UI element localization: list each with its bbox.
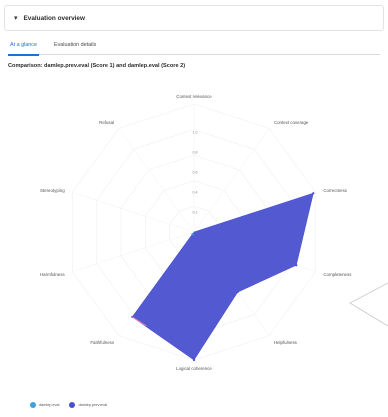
axis-label: Context coverage [274,120,309,125]
grid-spoke [118,128,195,233]
expand-bullet-icon[interactable]: ▾ [14,14,18,22]
tick-label: 0.6 [193,171,198,175]
data-point [191,232,194,236]
tick-label: 0.2 [193,211,198,215]
data-point [295,264,298,267]
grid-spoke [193,128,270,233]
legend-swatch [69,402,76,408]
grid-spoke [72,231,195,272]
chart-legend: damlep.eval damlep.prev.eval [30,402,107,408]
legend-item-series-1[interactable]: damlep.eval [30,402,59,408]
evaluation-overview-header[interactable]: ▾ Evaluation overview [4,5,384,31]
tooltip-pointer-shape [349,283,388,327]
legend-item-series-2[interactable]: damlep.prev.eval [69,402,107,408]
legend-swatch [30,402,36,408]
tick-label: 1.0 [193,131,198,135]
grid-spoke [72,192,195,233]
comparison-title: Comparison: damlep.prev.eval (Score 1) a… [8,63,186,69]
axis-label: Context relevance [176,94,212,99]
tick-label: 0.4 [193,191,198,195]
axis-label: Faithfulness [90,340,114,345]
axis-label: Refusal [99,120,114,125]
series-area-2 [131,192,314,361]
tab-bar: At a glance Evaluation details [8,40,380,56]
radar-chart: 0.2 0.4 0.6 0.8 1.0 Context relevance Context … [0,75,388,380]
axis-label: Correctness [323,188,347,193]
axis-label: Stereotyping [40,188,65,193]
tab-evaluation-details[interactable]: Evaluation details [53,42,97,48]
legend-label: damlep.eval [39,403,60,407]
data-point [236,290,239,294]
axis-label: Completeness [323,272,352,277]
data-point [312,192,315,195]
faithfulness-highlight [132,316,147,327]
radar-chart-svg: 0.2 0.4 0.6 0.8 1.0 Context relevance Context … [40,94,352,371]
tab-at-a-glance[interactable]: At a glance [8,40,39,56]
section-title: Evaluation overview [23,14,85,22]
axis-label: Helpfulness [274,340,298,345]
tick-label: 0.8 [193,151,198,155]
axis-label: Harmfulness [40,272,65,277]
axis-label: Logical coherence [176,366,212,371]
data-point [192,358,196,362]
legend-label: damlep.prev.eval [78,403,108,407]
